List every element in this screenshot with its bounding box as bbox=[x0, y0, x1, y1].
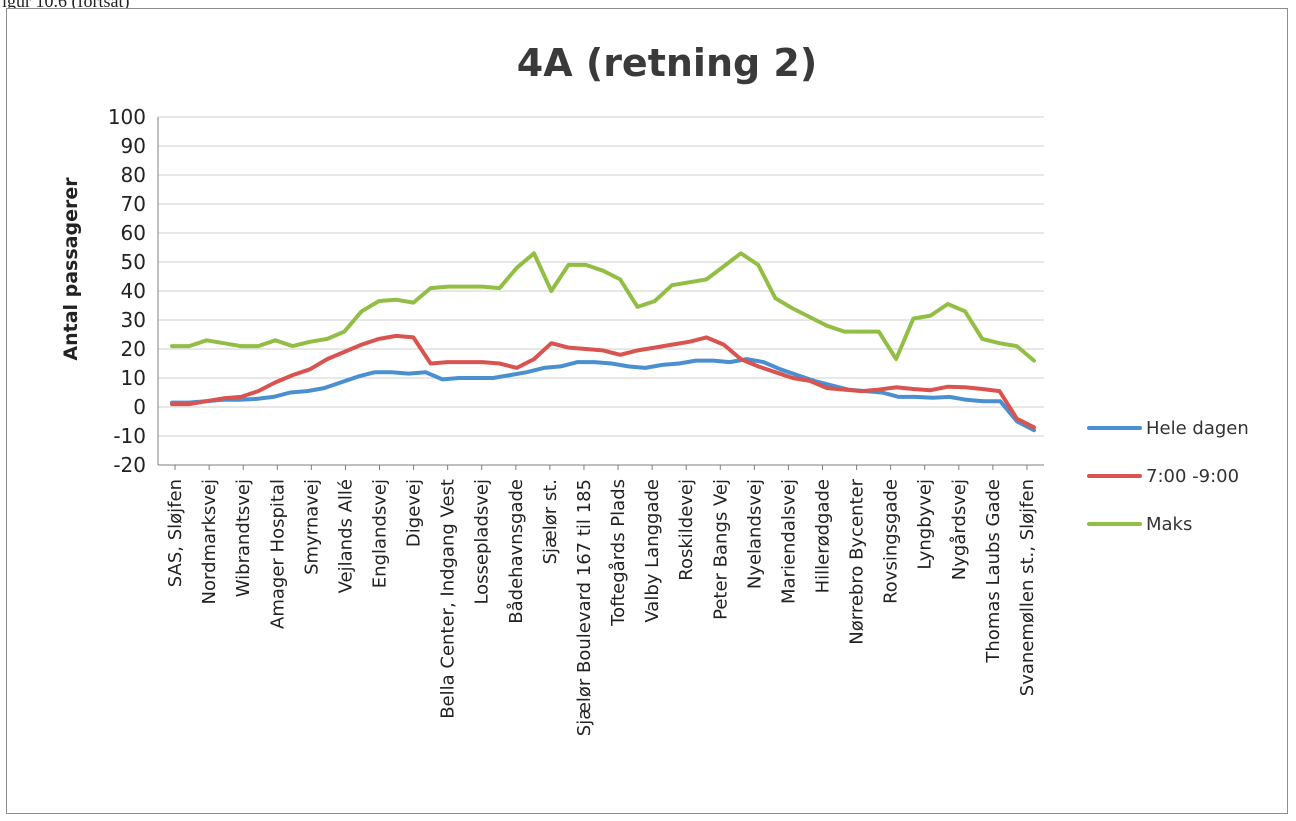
y-tick-label: 20 bbox=[121, 337, 146, 361]
y-tick-label: 50 bbox=[121, 250, 146, 274]
y-axis-title: Antal passagerer bbox=[60, 177, 82, 361]
x-tick-label: Peter Bangs Vej bbox=[710, 479, 731, 620]
legend-label: Hele dagen bbox=[1146, 417, 1249, 439]
x-tick-label: Nørrebro Bycenter bbox=[847, 478, 868, 644]
x-tick-label: Vejlands Allé bbox=[335, 479, 356, 593]
x-tick-label: Valby Langgade bbox=[642, 479, 663, 623]
x-tick-label: SAS, Sløjfen bbox=[165, 479, 186, 587]
x-tick-label: Wibrandtsvej bbox=[233, 479, 254, 597]
y-tick-label: 60 bbox=[121, 221, 146, 245]
legend-swatch bbox=[1087, 522, 1142, 526]
x-tick-label: Hillerødgade bbox=[813, 479, 834, 593]
legend-swatch bbox=[1087, 474, 1142, 478]
x-tick-label: Thomas Laubs Gade bbox=[983, 479, 1004, 664]
legend-item: Maks bbox=[1087, 500, 1296, 548]
y-tick-label: 90 bbox=[121, 134, 146, 158]
chart-title: 4A (retning 2) bbox=[516, 41, 818, 85]
line-chart: -20 -10 0 10 20 30 40 50 60 70 80 90 100 SAS, Sløjfen… bbox=[108, 105, 1044, 736]
series-line-2 bbox=[170, 251, 1036, 363]
x-tick-label: Smyrnavej bbox=[301, 479, 322, 575]
legend-swatch bbox=[1087, 426, 1142, 430]
x-tick-label: Sjælør st. bbox=[540, 479, 561, 564]
x-tick-label: Bella Center, Indgang Vest bbox=[438, 479, 459, 719]
x-tick-label: Svanemøllen st., Sløjfen bbox=[1017, 479, 1038, 696]
figure-caption-fragment: igur 10.6 (fortsat) bbox=[2, 0, 130, 11]
y-tick-label: 10 bbox=[121, 366, 146, 390]
x-tick-label: Toftegårds Plads bbox=[608, 479, 629, 627]
y-tick-label: 70 bbox=[121, 192, 146, 216]
x-tick-label: Nyelandsvej bbox=[744, 479, 765, 589]
x-tick-label: Rovsingsgade bbox=[881, 479, 902, 604]
x-tick-label: Roskildevej bbox=[676, 479, 697, 581]
x-tick-label: Nygårdsvej bbox=[949, 479, 970, 580]
series-line-1 bbox=[170, 333, 1036, 430]
y-tick-label: 0 bbox=[133, 395, 146, 419]
legend-item: 7:00 -9:00 bbox=[1087, 452, 1296, 500]
chart-frame: -20 -10 0 10 20 30 40 50 60 70 80 90 100 SAS, Sløjfen… bbox=[6, 8, 1288, 814]
y-tick-label: 30 bbox=[121, 308, 146, 332]
legend-item: Hele dagen bbox=[1087, 404, 1296, 452]
x-tick-label: Sjælør Boulevard 167 til 185 bbox=[574, 479, 595, 736]
y-tick-label: -10 bbox=[113, 424, 146, 448]
x-tick-label: Amager Hospital bbox=[267, 479, 288, 629]
legend-label: Maks bbox=[1146, 513, 1193, 535]
y-tick-label: 80 bbox=[121, 163, 146, 187]
legend-label: 7:00 -9:00 bbox=[1146, 465, 1240, 487]
x-tick-label: Mariendalsvej bbox=[778, 479, 799, 604]
x-tick-label: Bådehavnsgade bbox=[506, 479, 527, 624]
x-tick-label: Lossepladsvej bbox=[472, 479, 493, 605]
x-tick-label: Nordmarksvej bbox=[199, 479, 220, 604]
x-tick-label: Digevej bbox=[404, 479, 425, 547]
x-tick-label: Lyngbyvej bbox=[915, 479, 936, 570]
series-line-0 bbox=[170, 357, 1036, 433]
y-tick-label: 100 bbox=[108, 105, 146, 129]
legend: Hele dagen 7:00 -9:00 Maks bbox=[1087, 404, 1296, 548]
y-tick-label: -20 bbox=[113, 453, 146, 477]
y-tick-label: 40 bbox=[121, 279, 146, 303]
x-tick-label: Englandsvej bbox=[370, 479, 391, 588]
